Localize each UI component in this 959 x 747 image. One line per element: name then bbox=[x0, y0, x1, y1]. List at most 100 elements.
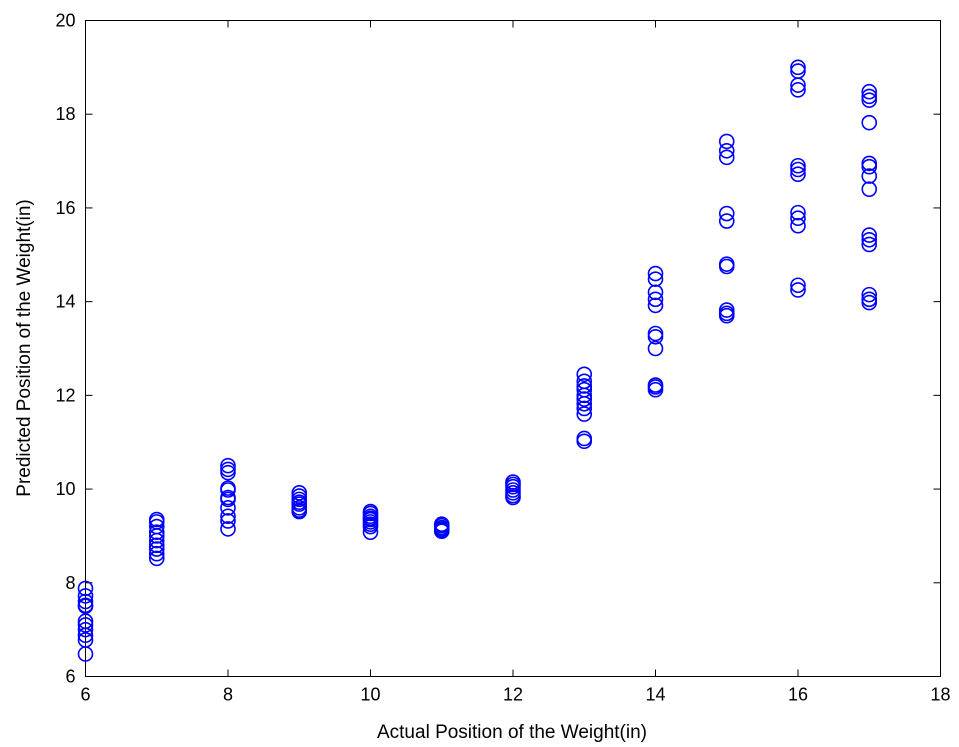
y-tick-label: 18 bbox=[55, 104, 75, 124]
data-point bbox=[861, 236, 878, 253]
data-point bbox=[718, 258, 735, 275]
data-point bbox=[861, 92, 878, 108]
data-point bbox=[576, 387, 593, 404]
data-point bbox=[220, 457, 236, 474]
y-tick-label: 20 bbox=[55, 11, 75, 31]
data-point bbox=[77, 580, 94, 597]
data-point bbox=[433, 523, 450, 540]
data-point bbox=[790, 282, 806, 298]
data-point bbox=[647, 325, 664, 342]
data-point bbox=[861, 83, 878, 100]
data-point bbox=[576, 395, 593, 412]
data-point bbox=[576, 400, 593, 417]
data-point bbox=[861, 294, 878, 311]
data-point bbox=[647, 381, 664, 398]
data-point bbox=[77, 621, 94, 638]
data-point bbox=[790, 77, 806, 93]
data-point bbox=[77, 598, 94, 615]
data-point bbox=[790, 277, 806, 294]
x-tick-label: 6 bbox=[80, 685, 90, 705]
data-point bbox=[576, 391, 593, 407]
data-point bbox=[77, 646, 94, 662]
data-point bbox=[647, 328, 664, 345]
data-point bbox=[790, 204, 806, 221]
data-point bbox=[576, 378, 593, 394]
data-point bbox=[790, 217, 806, 234]
data-point bbox=[790, 63, 806, 79]
data-point bbox=[718, 149, 735, 166]
data-point bbox=[790, 166, 806, 182]
data-point bbox=[861, 181, 878, 197]
data-point bbox=[647, 291, 664, 308]
plot-frame bbox=[85, 20, 941, 677]
data-points bbox=[77, 59, 878, 662]
data-point bbox=[790, 82, 806, 98]
data-point bbox=[148, 537, 165, 554]
data-point bbox=[861, 114, 878, 131]
x-axis-label: Actual Position of the Weight(in) bbox=[377, 722, 647, 743]
data-point bbox=[220, 500, 236, 516]
x-tick-label: 10 bbox=[360, 685, 380, 705]
y-tick-label: 8 bbox=[65, 573, 75, 593]
data-point bbox=[861, 168, 878, 184]
data-point bbox=[362, 524, 379, 540]
y-tick-label: 14 bbox=[55, 292, 75, 312]
x-tick-label: 16 bbox=[788, 685, 808, 705]
data-point bbox=[790, 161, 806, 178]
y-tick-label: 6 bbox=[65, 667, 75, 687]
data-point bbox=[861, 227, 878, 243]
x-tick-label: 18 bbox=[930, 685, 950, 705]
data-point bbox=[576, 433, 593, 450]
data-point bbox=[861, 158, 878, 175]
data-point bbox=[647, 340, 664, 357]
data-point bbox=[220, 513, 236, 529]
data-point bbox=[861, 286, 878, 303]
data-point bbox=[148, 550, 165, 567]
data-point bbox=[220, 508, 236, 525]
data-point bbox=[718, 133, 735, 150]
data-point bbox=[790, 59, 806, 76]
y-axis: 6 8 10 12 14 16 18 20 bbox=[55, 11, 941, 687]
data-point bbox=[148, 532, 165, 549]
data-point bbox=[576, 406, 593, 422]
data-point bbox=[790, 157, 806, 174]
data-point bbox=[77, 627, 94, 644]
data-point bbox=[790, 210, 806, 227]
data-point bbox=[362, 518, 379, 535]
data-point bbox=[647, 297, 664, 314]
data-point bbox=[718, 307, 735, 324]
data-point bbox=[291, 496, 308, 512]
data-point bbox=[861, 88, 878, 105]
data-point bbox=[861, 231, 878, 248]
y-tick-label: 16 bbox=[55, 198, 75, 218]
x-axis: 6 8 10 12 14 16 18 bbox=[80, 20, 951, 705]
data-point bbox=[77, 617, 94, 633]
y-tick-label: 10 bbox=[55, 479, 75, 499]
data-point bbox=[220, 482, 236, 498]
data-point bbox=[647, 271, 664, 287]
y-tick-label: 12 bbox=[55, 385, 75, 405]
data-point bbox=[148, 524, 165, 540]
data-point bbox=[291, 503, 308, 520]
x-tick-label: 8 bbox=[223, 685, 233, 705]
data-point bbox=[220, 521, 236, 537]
data-point bbox=[148, 545, 165, 562]
data-point bbox=[718, 205, 735, 222]
x-tick-label: 14 bbox=[645, 685, 665, 705]
data-point bbox=[220, 491, 236, 508]
x-tick-label: 12 bbox=[503, 685, 523, 705]
data-point bbox=[148, 541, 165, 557]
data-point bbox=[576, 366, 593, 383]
data-point bbox=[718, 213, 735, 229]
data-point bbox=[77, 588, 94, 604]
y-axis-label: Predicted Position of the Weight(in) bbox=[14, 199, 35, 496]
data-point bbox=[505, 489, 521, 506]
data-point bbox=[220, 464, 236, 481]
data-point bbox=[220, 461, 236, 478]
data-point bbox=[718, 142, 735, 159]
data-point bbox=[148, 528, 165, 544]
data-point bbox=[647, 265, 664, 282]
data-point bbox=[77, 593, 94, 610]
data-point bbox=[647, 284, 664, 301]
